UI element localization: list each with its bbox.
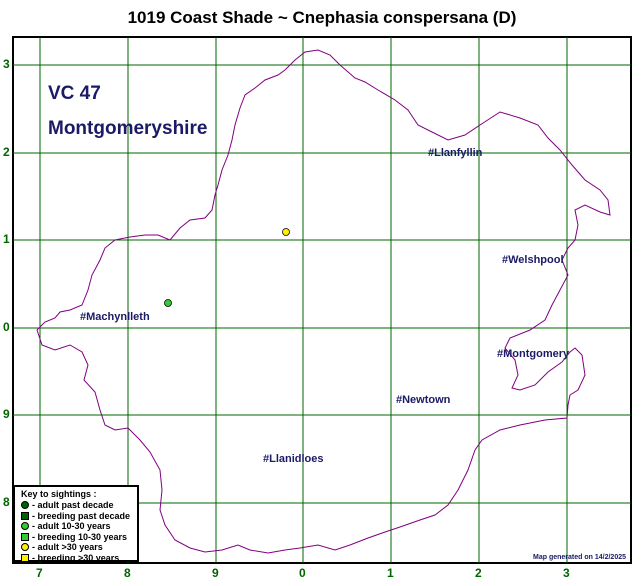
vc-name: Montgomeryshire xyxy=(48,118,208,139)
town-machynlleth: #Machynlleth xyxy=(80,311,150,323)
generated-date: Map generated on 14/2/2025 xyxy=(533,554,626,561)
key-item-label: - adult past decade xyxy=(32,500,114,510)
grid-label-y: 1 xyxy=(3,232,10,246)
square-symbol-icon xyxy=(21,511,29,520)
map-frame xyxy=(12,36,632,564)
grid-label-x: 8 xyxy=(124,566,131,580)
circle-symbol-icon xyxy=(21,501,29,510)
grid-label-x: 1 xyxy=(387,566,394,580)
grid-label-x: 3 xyxy=(563,566,570,580)
key-item: - breeding past decade xyxy=(21,511,137,522)
grid-label-y: 3 xyxy=(3,57,10,71)
map-title: 1019 Coast Shade ~ Cnephasia conspersana… xyxy=(127,8,517,27)
sighting-marker xyxy=(282,228,290,236)
key-title: Key to sightings : xyxy=(21,489,97,499)
sighting-marker xyxy=(164,299,172,307)
grid-label-y: 0 xyxy=(3,320,10,334)
town-montgomery: #Montgomery xyxy=(497,348,570,360)
vc-number: VC 47 xyxy=(48,83,101,104)
square-symbol-icon xyxy=(21,532,29,541)
grid-label-y: 9 xyxy=(3,407,10,421)
grid-label-y: 8 xyxy=(3,495,10,509)
key-item: - adult 10-30 years xyxy=(21,521,137,532)
town-llanidloes: #Llanidloes xyxy=(263,453,324,465)
grid-lines xyxy=(13,37,631,563)
sightings-key: Key to sightings : - adult past decade - … xyxy=(13,485,139,563)
key-item: - breeding >30 years xyxy=(21,553,137,564)
key-item: - adult >30 years xyxy=(21,542,137,553)
county-boundary xyxy=(36,49,611,554)
grid-label-x: 9 xyxy=(212,566,219,580)
grid-label-y: 2 xyxy=(3,145,10,159)
key-item-label: - breeding >30 years xyxy=(32,552,120,563)
grid-label-x: 7 xyxy=(36,566,43,580)
key-item: - adult past decade xyxy=(21,500,137,511)
key-item-label: - breeding 10-30 years xyxy=(32,531,128,542)
key-item: - breeding 10-30 years xyxy=(21,532,137,543)
circle-symbol-icon xyxy=(21,522,29,531)
grid-label-x: 0 xyxy=(299,566,306,580)
key-item-label: - breeding past decade xyxy=(32,510,131,521)
key-rows: - adult past decade - breeding past decad… xyxy=(21,500,137,563)
key-item-label: - adult 10-30 years xyxy=(32,521,111,531)
town-llanfyllin: #Llanfyllin xyxy=(428,147,483,159)
key-item-label: - adult >30 years xyxy=(32,542,103,552)
grid-label-x: 2 xyxy=(475,566,482,580)
town-welshpool: #Welshpool xyxy=(502,254,564,266)
square-symbol-icon xyxy=(21,553,29,562)
town-newtown: #Newtown xyxy=(396,394,451,406)
circle-symbol-icon xyxy=(21,543,29,552)
